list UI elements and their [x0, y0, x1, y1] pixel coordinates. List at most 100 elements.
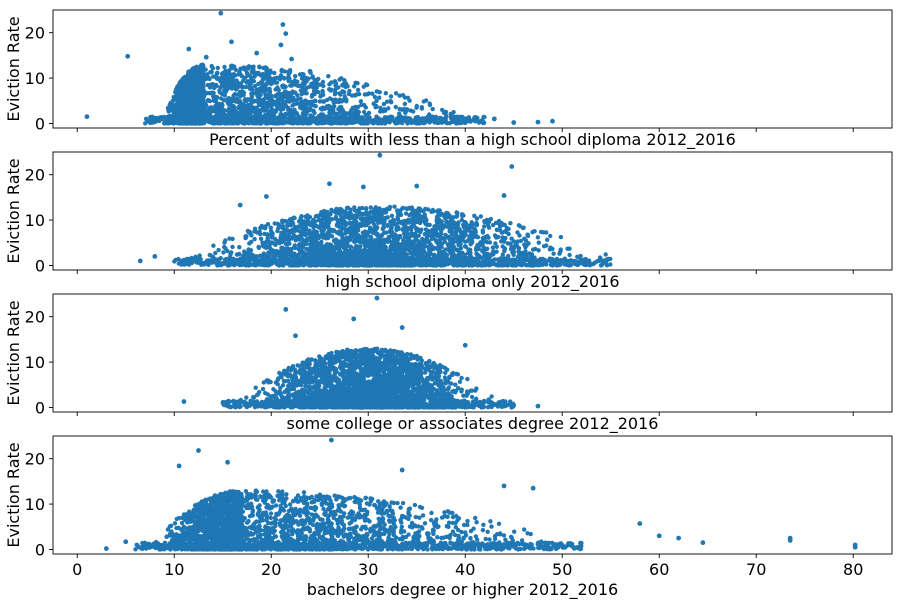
scatter-point	[256, 81, 261, 87]
scatter-point	[246, 110, 252, 116]
scatter-point	[388, 98, 393, 104]
scatter-point	[396, 225, 401, 230]
scatter-point	[386, 106, 391, 111]
scatter-point	[199, 78, 204, 83]
scatter-point	[280, 22, 286, 27]
scatter-point	[493, 241, 498, 246]
scatter-point	[356, 115, 361, 121]
scatter-point	[315, 120, 320, 125]
scatter-point	[440, 107, 445, 113]
scatter-point	[372, 120, 377, 125]
scatter-point	[292, 102, 297, 107]
scatter-point	[246, 79, 252, 84]
scatter-point	[199, 99, 205, 105]
scatter-point	[187, 78, 192, 84]
scatter-point	[310, 74, 315, 79]
scatter-point	[393, 91, 399, 96]
scatter-point	[237, 99, 242, 104]
scatter-point	[179, 92, 184, 97]
scatter-point	[254, 87, 259, 93]
scatter-point	[364, 212, 369, 217]
scatter-point	[247, 86, 252, 91]
scatter-point	[474, 251, 479, 256]
scatter-point	[261, 115, 266, 120]
scatter-point	[308, 117, 313, 123]
scatter-point	[430, 117, 436, 123]
scatter-point	[182, 101, 187, 107]
scatter-point	[329, 105, 335, 111]
scatter-point	[206, 119, 211, 124]
scatter-point	[535, 235, 541, 240]
scatter-point	[450, 119, 456, 124]
scatter-point	[353, 80, 358, 86]
scatter-point	[511, 120, 517, 125]
scatter-point	[224, 83, 229, 88]
scatter-point	[317, 99, 323, 104]
scatter-point	[313, 83, 318, 88]
scatter-point	[402, 101, 408, 107]
scatter-point	[445, 219, 450, 225]
scatter-point	[253, 120, 259, 126]
scatter-point	[443, 109, 449, 115]
scatter-point	[84, 114, 90, 120]
scatter-point	[502, 248, 507, 254]
scatter-point	[352, 84, 357, 89]
scatter-point	[268, 225, 273, 230]
scatter-point	[419, 105, 424, 110]
scatter-point	[332, 238, 337, 244]
scatter-point	[272, 70, 277, 76]
scatter-point	[395, 214, 400, 219]
scatter-point	[551, 251, 556, 256]
scatter-point	[364, 206, 369, 211]
scatter-point	[248, 104, 253, 110]
scatter-point	[482, 224, 487, 229]
scatter-point	[385, 118, 390, 124]
scatter-point	[194, 64, 199, 70]
scatter-point	[513, 243, 518, 248]
scatter-point	[228, 79, 233, 85]
scatter-point	[312, 77, 317, 83]
scatter-point	[187, 70, 192, 75]
scatter-point	[334, 223, 339, 228]
y-axis-label: Eviction Rate	[4, 16, 23, 121]
scatter-point	[530, 230, 535, 235]
scatter-point	[541, 244, 547, 249]
scatter-point	[197, 120, 203, 126]
scatter-point	[218, 76, 223, 81]
scatter-point	[603, 252, 608, 257]
scatter-point	[397, 93, 402, 98]
scatter-point	[358, 120, 363, 125]
scatter-point	[454, 214, 459, 219]
scatter-point	[203, 73, 208, 79]
scatter-point	[225, 248, 230, 254]
scatter-point	[212, 115, 217, 120]
scatter-point	[282, 114, 288, 120]
scatter-point	[299, 88, 304, 94]
scatter-point	[491, 116, 497, 122]
scatter-point	[403, 110, 408, 116]
scatter-point	[385, 223, 390, 228]
scatter-point	[234, 83, 239, 89]
scatter-point	[259, 120, 265, 126]
scatter-point	[268, 229, 274, 234]
scatter-point	[297, 83, 302, 89]
scatter-point	[388, 94, 394, 99]
scatter-point	[509, 236, 514, 241]
scatter-point	[211, 121, 216, 126]
scatter-point	[190, 107, 196, 112]
scatter-point	[266, 87, 271, 93]
scatter-point	[154, 117, 160, 122]
scatter-point	[411, 246, 417, 252]
scatter-point	[237, 69, 242, 75]
scatter-point	[307, 68, 313, 74]
scatter-point	[280, 220, 285, 225]
scatter-point	[451, 110, 456, 115]
scatter-point	[251, 91, 256, 96]
scatter-point	[268, 68, 273, 73]
scatter-point	[165, 120, 170, 125]
scatter-point	[378, 105, 383, 111]
scatter-point	[303, 252, 308, 257]
scatter-point	[143, 116, 149, 122]
scatter-point	[394, 119, 399, 124]
scatter-point	[304, 91, 309, 96]
